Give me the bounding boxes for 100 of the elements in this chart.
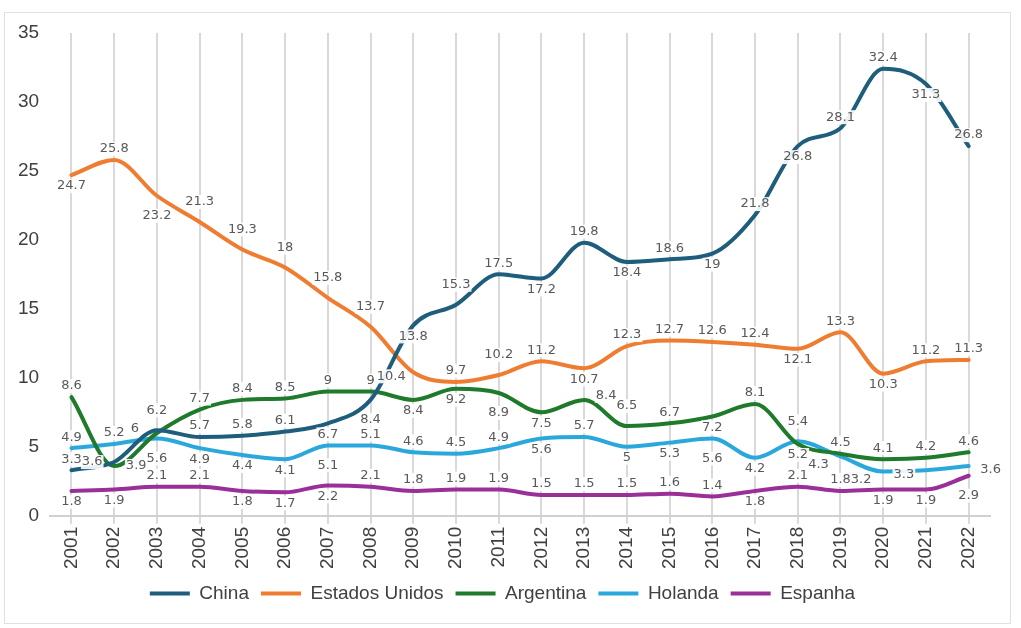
data-label: 10.7 [569, 370, 599, 386]
data-label: 6.7 [317, 425, 339, 441]
data-label: 28.1 [826, 108, 855, 124]
data-label: 2.1 [360, 467, 381, 483]
x-tick-label: 2018 [785, 526, 807, 570]
data-label: 5.7 [573, 417, 595, 433]
x-tick-label: 2015 [657, 526, 679, 570]
data-label: 7.7 [189, 389, 210, 405]
data-label: 8.9 [488, 404, 510, 420]
data-label: 5.7 [189, 417, 210, 433]
data-label: 12.1 [783, 351, 813, 367]
data-label: 13.7 [356, 298, 386, 314]
data-label: 3.6 [980, 461, 1001, 477]
data-label: 4.9 [189, 450, 210, 466]
data-label: 3.6 [81, 453, 103, 469]
data-label: 8.1 [744, 384, 766, 400]
data-label: 9.7 [445, 362, 467, 378]
data-label: 32.4 [868, 49, 898, 65]
legend-label: Estados Unidos [310, 581, 444, 603]
data-label: 5.6 [531, 440, 552, 456]
data-label: 19 [704, 256, 721, 272]
data-label: 15.8 [313, 269, 343, 285]
x-tick-label: 2007 [316, 526, 338, 570]
y-tick-label: 5 [28, 435, 40, 457]
x-tick-label: 2021 [914, 526, 936, 570]
data-label: 1.9 [872, 491, 894, 507]
data-label: 12.3 [612, 326, 642, 342]
data-label: 8.5 [274, 378, 296, 394]
data-label: 26.8 [954, 126, 984, 142]
data-label: 9.2 [445, 391, 467, 407]
data-label: 1.9 [445, 469, 467, 485]
data-label: 4.3 [808, 455, 829, 471]
data-label: 1.5 [531, 475, 552, 491]
x-tick-label: 2013 [572, 526, 594, 570]
y-tick-label: 15 [17, 297, 40, 319]
data-label: 11.3 [954, 340, 984, 356]
data-label: 9 [366, 371, 375, 387]
x-tick-label: 2009 [401, 526, 423, 570]
data-label: 5 [622, 449, 632, 465]
data-label: 1.7 [274, 494, 296, 510]
data-label: 1.9 [915, 491, 937, 507]
data-label: 1.8 [744, 493, 766, 509]
data-label: 1.8 [830, 471, 851, 487]
data-label: 1.9 [103, 491, 125, 507]
data-label: 10.4 [376, 367, 406, 383]
data-label: 2.2 [317, 487, 339, 503]
y-tick-label: 35 [17, 21, 40, 43]
data-label: 2.9 [958, 487, 979, 503]
data-label: 17.2 [526, 280, 556, 296]
data-label: 4.6 [958, 432, 979, 448]
legend-label: China [199, 581, 250, 603]
data-label: 21.3 [185, 193, 215, 209]
y-tick-label: 20 [17, 228, 40, 250]
data-label: 7.5 [531, 414, 552, 430]
data-label: 10.3 [868, 376, 898, 392]
data-label: 5.8 [232, 416, 253, 432]
data-label: 13.3 [826, 312, 855, 328]
data-label: 6.2 [146, 401, 168, 417]
data-label: 4.4 [232, 457, 253, 473]
x-tick-label: 2022 [956, 526, 978, 570]
data-label: 4.2 [915, 438, 937, 454]
data-label: 6.1 [274, 411, 296, 427]
y-tick-label: 30 [17, 90, 40, 112]
data-label: 13.8 [398, 327, 428, 343]
data-label: 19.3 [227, 220, 257, 236]
data-label: 4.5 [445, 434, 467, 450]
data-label: 3.3 [61, 450, 82, 466]
x-tick-label: 2006 [273, 526, 295, 570]
data-label: 5.1 [317, 456, 339, 472]
data-label: 11.2 [526, 341, 556, 357]
data-label: 19.8 [569, 223, 599, 239]
data-label: 8.4 [402, 402, 424, 418]
data-label: 4.1 [274, 461, 296, 477]
data-label: 5.1 [360, 425, 381, 441]
x-tick-label: 2004 [187, 526, 209, 570]
x-tick-label: 2014 [615, 526, 637, 570]
data-label: 1.9 [488, 469, 510, 485]
data-label: 8.4 [360, 411, 381, 427]
y-tick-label: 0 [28, 503, 40, 525]
data-label: 8.4 [595, 387, 617, 403]
data-label: 5.2 [787, 446, 809, 462]
data-label: 4.9 [488, 428, 510, 444]
data-label: 5.6 [701, 449, 723, 465]
x-tick-label: 2010 [444, 526, 466, 570]
data-label: 5.6 [146, 449, 168, 465]
data-label: 15.3 [441, 276, 471, 292]
data-label: 10.2 [484, 346, 514, 362]
legend-label: Espanha [780, 581, 856, 603]
data-label: 1.8 [61, 493, 82, 509]
data-label: 9 [323, 371, 332, 387]
data-label: 7.2 [701, 418, 723, 434]
data-label: 24.7 [57, 177, 86, 193]
data-label: 4.6 [402, 432, 424, 448]
y-tick-label: 25 [17, 159, 40, 181]
x-tick-label: 2001 [59, 526, 81, 570]
x-tick-label: 2012 [529, 526, 551, 570]
data-label: 3.3 [893, 465, 915, 481]
data-label: 31.3 [911, 86, 941, 102]
data-label: 1.8 [402, 471, 424, 487]
data-label: 12.4 [740, 325, 770, 341]
